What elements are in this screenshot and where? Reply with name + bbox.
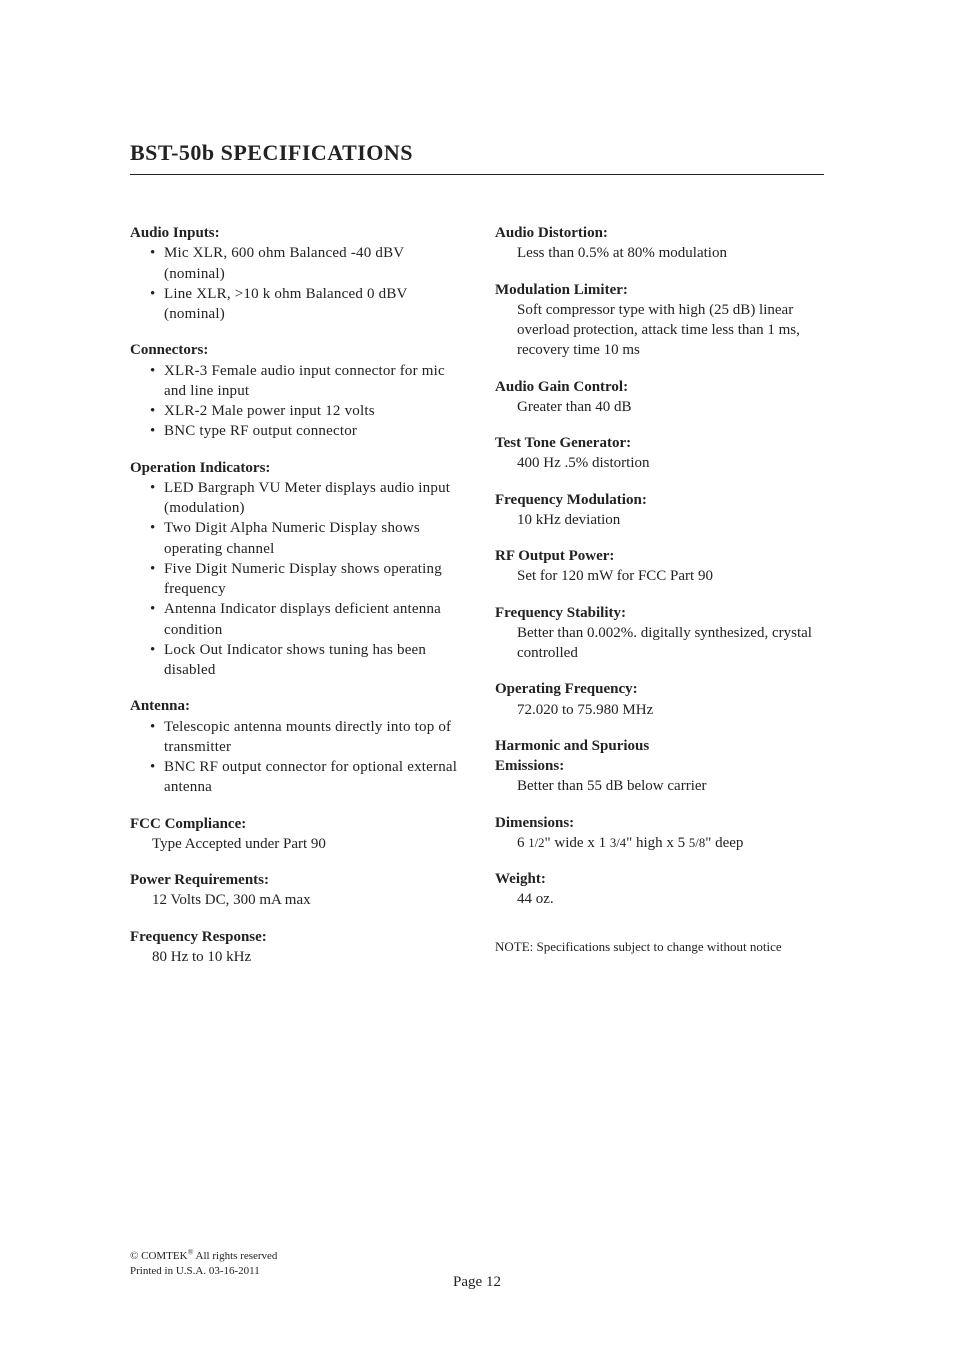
list-operation-indicators: LED Bargraph VU Meter displays audio inp… xyxy=(130,478,459,681)
heading-distortion: Audio Distortion: xyxy=(495,223,824,243)
body-limiter: Soft compressor type with high (25 dB) l… xyxy=(495,300,824,361)
section-connectors: Connectors: XLR-3 Female audio input con… xyxy=(130,340,459,441)
list-audio-inputs: Mic XLR, 600 ohm Balanced -40 dBV (nomin… xyxy=(130,243,459,324)
body-weight: 44 oz. xyxy=(495,889,824,909)
heading-operation-indicators: Operation Indicators: xyxy=(130,458,459,478)
list-item: XLR-2 Male power input 12 volts xyxy=(152,401,459,421)
heading-fm: Frequency Modulation: xyxy=(495,490,824,510)
list-item: Five Digit Numeric Display shows operati… xyxy=(152,559,459,600)
body-tone: 400 Hz .5% distortion xyxy=(495,453,824,473)
copyright-suffix: All rights reserved xyxy=(193,1250,277,1262)
title-rule xyxy=(130,174,824,175)
section-tone: Test Tone Generator: 400 Hz .5% distorti… xyxy=(495,433,824,474)
body-power: 12 Volts DC, 300 mA max xyxy=(130,890,459,910)
printed-line: Printed in U.S.A. 03-16-2011 xyxy=(130,1265,260,1277)
body-freq-response: 80 Hz to 10 kHz xyxy=(130,947,459,967)
page-title: BST-50b SPECIFICATIONS xyxy=(130,140,824,166)
section-fcc: FCC Compliance: Type Accepted under Part… xyxy=(130,814,459,855)
heading-fcc: FCC Compliance: xyxy=(130,814,459,834)
body-emissions: Better than 55 dB below carrier xyxy=(495,776,824,796)
section-fm: Frequency Modulation: 10 kHz deviation xyxy=(495,490,824,531)
body-rfout: Set for 120 mW for FCC Part 90 xyxy=(495,566,824,586)
list-item: Lock Out Indicator shows tuning has been… xyxy=(152,640,459,681)
body-fcc: Type Accepted under Part 90 xyxy=(130,834,459,854)
list-item: Line XLR, >10 k ohm Balanced 0 dBV (nomi… xyxy=(152,284,459,325)
body-opfreq: 72.020 to 75.980 MHz xyxy=(495,700,824,720)
section-gain: Audio Gain Control: Greater than 40 dB xyxy=(495,377,824,418)
right-column: Audio Distortion: Less than 0.5% at 80% … xyxy=(495,223,824,983)
copyright-text: © COMTEK xyxy=(130,1250,188,1262)
list-item: Antenna Indicator displays deficient ant… xyxy=(152,599,459,640)
list-item: XLR-3 Female audio input connector for m… xyxy=(152,361,459,402)
body-stability: Better than 0.002%. digitally synthesize… xyxy=(495,623,824,664)
list-item: BNC type RF output connector xyxy=(152,421,459,441)
heading-gain: Audio Gain Control: xyxy=(495,377,824,397)
section-emissions: Harmonic and Spurious Emissions: Better … xyxy=(495,736,824,797)
section-opfreq: Operating Frequency: 72.020 to 75.980 MH… xyxy=(495,679,824,720)
section-operation-indicators: Operation Indicators: LED Bargraph VU Me… xyxy=(130,458,459,681)
heading-emissions-2: Emissions: xyxy=(495,756,824,776)
section-audio-inputs: Audio Inputs: Mic XLR, 600 ohm Balanced … xyxy=(130,223,459,324)
body-distortion: Less than 0.5% at 80% modulation xyxy=(495,243,824,263)
heading-power: Power Requirements: xyxy=(130,870,459,890)
section-stability: Frequency Stability: Better than 0.002%.… xyxy=(495,603,824,664)
list-antenna: Telescopic antenna mounts directly into … xyxy=(130,717,459,798)
left-column: Audio Inputs: Mic XLR, 600 ohm Balanced … xyxy=(130,223,459,983)
list-item: Mic XLR, 600 ohm Balanced -40 dBV (nomin… xyxy=(152,243,459,284)
heading-connectors: Connectors: xyxy=(130,340,459,360)
section-weight: Weight: 44 oz. xyxy=(495,869,824,910)
section-limiter: Modulation Limiter: Soft compressor type… xyxy=(495,280,824,361)
section-power: Power Requirements: 12 Volts DC, 300 mA … xyxy=(130,870,459,911)
heading-audio-inputs: Audio Inputs: xyxy=(130,223,459,243)
heading-rfout: RF Output Power: xyxy=(495,546,824,566)
body-dimensions: 6 1/2" wide x 1 3/4" high x 5 5/8" deep xyxy=(495,833,824,853)
list-item: Two Digit Alpha Numeric Display shows op… xyxy=(152,518,459,559)
list-item: LED Bargraph VU Meter displays audio inp… xyxy=(152,478,459,519)
heading-antenna: Antenna: xyxy=(130,696,459,716)
heading-opfreq: Operating Frequency: xyxy=(495,679,824,699)
body-gain: Greater than 40 dB xyxy=(495,397,824,417)
section-rfout: RF Output Power: Set for 120 mW for FCC … xyxy=(495,546,824,587)
spec-columns: Audio Inputs: Mic XLR, 600 ohm Balanced … xyxy=(130,223,824,983)
section-freq-response: Frequency Response: 80 Hz to 10 kHz xyxy=(130,927,459,968)
body-fm: 10 kHz deviation xyxy=(495,510,824,530)
list-item: Telescopic antenna mounts directly into … xyxy=(152,717,459,758)
heading-freq-response: Frequency Response: xyxy=(130,927,459,947)
heading-emissions-1: Harmonic and Spurious xyxy=(495,736,824,756)
heading-dimensions: Dimensions: xyxy=(495,813,824,833)
spec-note: NOTE: Specifications subject to change w… xyxy=(495,938,824,956)
heading-tone: Test Tone Generator: xyxy=(495,433,824,453)
section-antenna: Antenna: Telescopic antenna mounts direc… xyxy=(130,696,459,797)
page-footer: © COMTEK® All rights reserved Printed in… xyxy=(130,1249,824,1291)
section-distortion: Audio Distortion: Less than 0.5% at 80% … xyxy=(495,223,824,264)
list-item: BNC RF output connector for optional ext… xyxy=(152,757,459,798)
section-dimensions: Dimensions: 6 1/2" wide x 1 3/4" high x … xyxy=(495,813,824,854)
list-connectors: XLR-3 Female audio input connector for m… xyxy=(130,361,459,442)
heading-weight: Weight: xyxy=(495,869,824,889)
heading-limiter: Modulation Limiter: xyxy=(495,280,824,300)
heading-stability: Frequency Stability: xyxy=(495,603,824,623)
